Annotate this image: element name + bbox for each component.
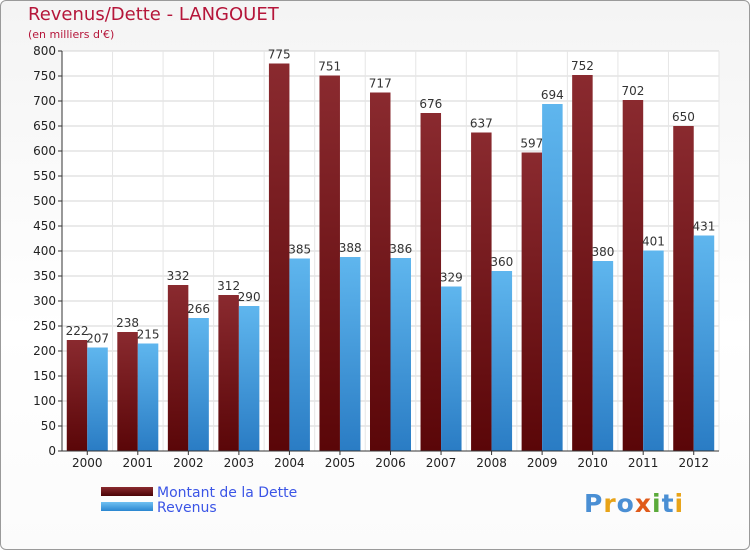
bar-revenus: [289, 258, 310, 451]
x-tick-label: 2010: [577, 456, 608, 470]
data-label-dette: 637: [470, 117, 493, 131]
data-label-revenus: 388: [339, 241, 362, 255]
bar-revenus: [188, 318, 209, 451]
bar-revenus: [491, 271, 513, 451]
y-tick-label: 450: [33, 219, 56, 233]
data-label-revenus: 290: [238, 290, 261, 304]
proxiti-logo: Proxiti: [584, 489, 684, 518]
bar-revenus: [137, 343, 159, 451]
data-label-dette: 650: [672, 110, 695, 124]
data-label-revenus: 360: [490, 255, 513, 269]
data-label-dette: 238: [116, 316, 139, 330]
y-tick-label: 550: [33, 169, 56, 183]
data-label-revenus: 266: [187, 302, 210, 316]
bar-revenus: [87, 347, 108, 451]
y-tick-label: 700: [33, 94, 56, 108]
bar-dette: [218, 295, 239, 451]
data-label-revenus: 431: [693, 220, 716, 234]
x-tick-label: 2000: [72, 456, 103, 470]
data-label-dette: 775: [268, 48, 291, 62]
data-label-dette: 752: [571, 59, 594, 73]
data-label-revenus: 380: [591, 245, 614, 259]
data-label-revenus: 329: [440, 271, 463, 285]
x-tick-label: 2006: [375, 456, 406, 470]
bar-revenus: [339, 257, 361, 451]
logo-letter: i: [652, 489, 662, 518]
data-label-dette: 676: [419, 97, 442, 111]
x-tick-label: 2005: [325, 456, 356, 470]
y-tick-label: 300: [33, 294, 56, 308]
y-tick-label: 650: [33, 119, 56, 133]
x-tick-label: 2011: [628, 456, 659, 470]
y-tick-label: 150: [33, 369, 56, 383]
bar-dette: [370, 92, 391, 451]
data-label-revenus: 401: [642, 235, 665, 249]
data-label-dette: 222: [66, 324, 89, 338]
x-tick-label: 2007: [426, 456, 457, 470]
bar-dette: [319, 75, 340, 451]
bar-revenus: [390, 258, 411, 451]
x-tick-label: 2004: [274, 456, 305, 470]
x-tick-label: 2012: [678, 456, 709, 470]
bar-dette: [167, 285, 189, 451]
x-tick-label: 2003: [224, 456, 255, 470]
y-tick-label: 50: [41, 419, 56, 433]
x-tick-label: 2002: [173, 456, 204, 470]
logo-letter: t: [661, 489, 675, 518]
legend-swatch-revenus: [101, 502, 153, 511]
y-tick-label: 250: [33, 319, 56, 333]
x-tick-label: 2001: [123, 456, 154, 470]
bar-revenus: [238, 306, 260, 451]
bar-dette: [268, 63, 290, 451]
x-tick-label: 2009: [527, 456, 558, 470]
logo-letter: P: [584, 489, 604, 518]
bar-dette: [420, 113, 442, 451]
y-tick-label: 350: [33, 269, 56, 283]
data-label-revenus: 215: [137, 328, 160, 342]
y-tick-label: 800: [33, 44, 56, 58]
logo-letter: r: [603, 489, 617, 518]
data-label-dette: 332: [167, 269, 190, 283]
data-label-dette: 702: [621, 84, 644, 98]
y-tick-label: 100: [33, 394, 56, 408]
data-label-revenus: 385: [288, 243, 311, 257]
y-tick-label: 200: [33, 344, 56, 358]
data-label-dette: 597: [520, 137, 543, 151]
bar-revenus: [542, 104, 563, 451]
bar-dette: [622, 100, 644, 451]
bar-dette: [673, 126, 694, 451]
y-tick-label: 600: [33, 144, 56, 158]
chart-title: Revenus/Dette - LANGOUET: [28, 4, 279, 25]
legend-swatch-dette: [101, 487, 153, 496]
bar-dette: [471, 132, 492, 451]
data-label-dette: 717: [369, 77, 392, 91]
data-label-revenus: 694: [541, 88, 564, 102]
bar-revenus: [441, 286, 462, 451]
bar-dette: [66, 340, 88, 451]
x-tick-label: 2008: [476, 456, 507, 470]
data-label-revenus: 207: [86, 332, 109, 346]
bar-dette: [521, 152, 543, 451]
y-tick-label: 500: [33, 194, 56, 208]
chart-subtitle: (en milliers d'€): [28, 28, 115, 41]
y-tick-label: 400: [33, 244, 56, 258]
bar-revenus: [592, 261, 614, 451]
logo-letter: x: [634, 489, 652, 518]
bar-revenus: [693, 235, 715, 451]
data-label-dette: 751: [318, 60, 341, 74]
logo-letter: o: [616, 489, 635, 518]
bar-dette: [572, 75, 593, 451]
logo-letter: i: [674, 489, 685, 518]
bar-revenus: [643, 250, 664, 451]
y-tick-label: 750: [33, 69, 56, 83]
legend-label-revenus: Revenus: [157, 500, 217, 516]
y-tick-label: 0: [48, 444, 56, 458]
data-label-revenus: 386: [389, 242, 412, 256]
bar-dette: [117, 332, 138, 451]
data-label-dette: 312: [217, 279, 240, 293]
legend-label-dette: Montant de la Dette: [157, 485, 298, 501]
